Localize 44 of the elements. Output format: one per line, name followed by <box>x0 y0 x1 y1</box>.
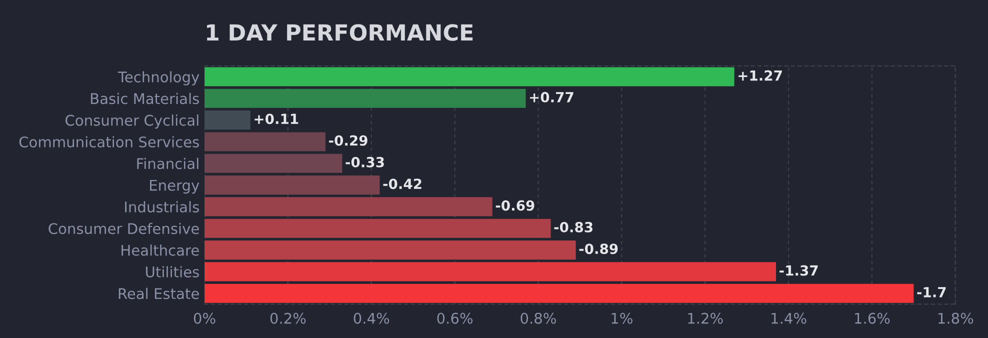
bar <box>204 176 380 195</box>
data-label: -0.42 <box>383 178 422 190</box>
y-tick-label: Utilities <box>146 266 199 278</box>
x-tick-label: 0% <box>194 312 216 324</box>
y-tick-label: Industrials <box>125 201 199 212</box>
y-tick-label: Basic Materials <box>91 92 199 104</box>
bar <box>204 110 250 130</box>
x-tick-label: 1.2% <box>688 312 723 324</box>
y-tick-label: Healthcare <box>122 244 199 256</box>
y-tick-label: Technology <box>118 71 200 86</box>
y-tick-label: Consumer Cyclical <box>66 114 198 129</box>
data-label: -0.33 <box>346 156 384 168</box>
chart-title: 1 DAY PERFORMANCE <box>207 24 473 41</box>
y-tick-label: Financial <box>137 158 198 170</box>
x-tick-label: 1.8% <box>938 312 974 324</box>
data-label: -1.7 <box>917 287 946 298</box>
x-tick-label: 1.6% <box>855 312 890 324</box>
data-label: +0.11 <box>254 114 298 124</box>
data-label: +0.77 <box>530 92 574 102</box>
y-tick-label: Real Estate <box>118 288 199 300</box>
bar <box>204 154 342 173</box>
bar <box>204 67 734 86</box>
data-label: -0.29 <box>329 135 368 146</box>
bar <box>204 284 914 303</box>
bar <box>204 132 326 152</box>
data-label: +1.27 <box>738 70 782 81</box>
x-tick-label: 0.4% <box>354 312 390 324</box>
data-label: -0.89 <box>579 244 618 254</box>
bar <box>204 88 526 108</box>
data-label: -0.69 <box>496 200 534 211</box>
data-label: -0.83 <box>554 222 592 232</box>
y-tick-label: Communication Services <box>19 136 199 148</box>
x-tick-label: 1.4% <box>772 312 806 324</box>
x-tick-label: 0.8% <box>520 312 556 324</box>
x-tick-label: 0.2% <box>270 312 306 324</box>
bar <box>204 218 551 238</box>
y-tick-label: Energy <box>150 180 200 194</box>
y-tick-label: Consumer Defensive <box>48 222 199 234</box>
x-tick-label: 1% <box>612 312 632 324</box>
data-label: -1.37 <box>780 265 818 276</box>
bar <box>204 240 576 260</box>
x-tick-label: 0.6% <box>437 312 473 324</box>
bar <box>204 197 492 216</box>
bar <box>204 262 776 282</box>
